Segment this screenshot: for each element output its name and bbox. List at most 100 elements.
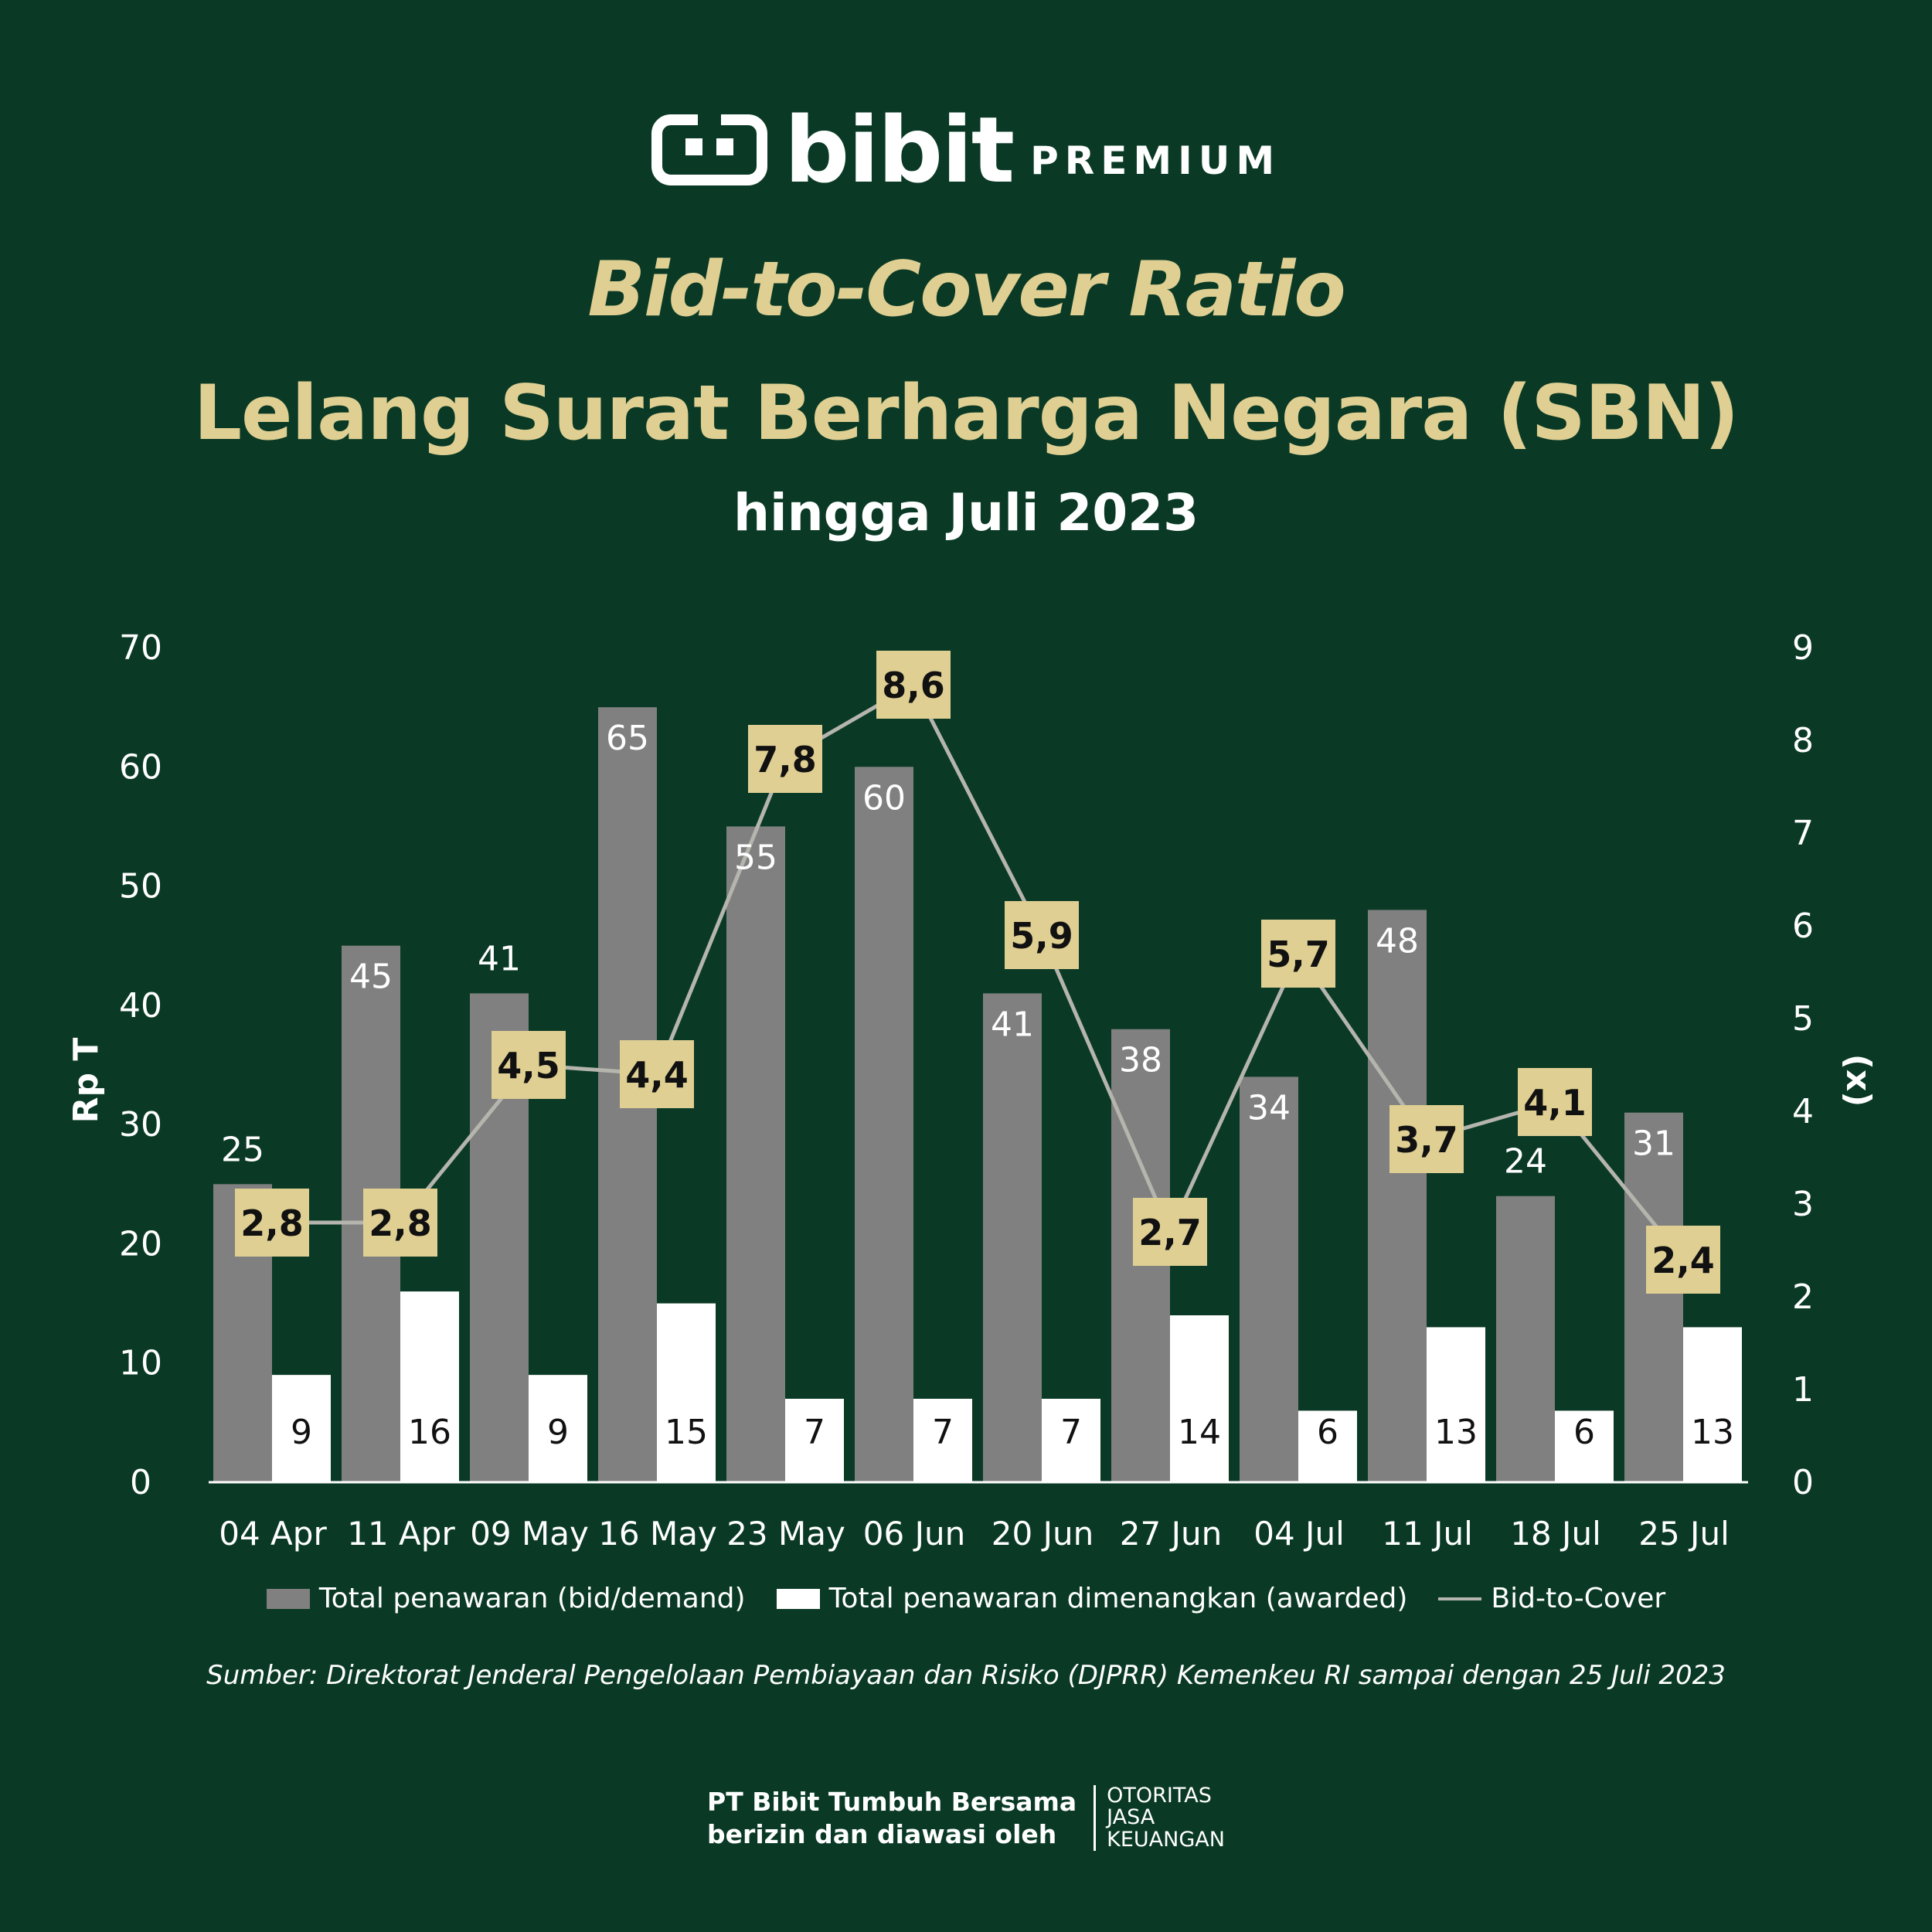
data-label-bid: 24 <box>1504 1142 1547 1182</box>
y-tick-label: 10 <box>119 1344 162 1383</box>
ratio-label-box <box>1646 1226 1720 1294</box>
footer-regulator-line2: JASA <box>1107 1805 1155 1830</box>
data-label-awarded: 6 <box>1317 1413 1338 1452</box>
bar-awarded <box>1298 1410 1357 1482</box>
data-label-awarded: 16 <box>408 1413 451 1452</box>
x-tick-label: 04 Jul <box>1253 1515 1344 1553</box>
data-label-awarded: 9 <box>291 1413 312 1452</box>
x-tick-label: 04 Apr <box>219 1515 327 1553</box>
ratio-label-box <box>876 651 951 719</box>
data-label-bid: 38 <box>1119 1041 1162 1080</box>
y-axis-label: Rp T <box>66 1038 106 1124</box>
y2-tick-label: 5 <box>1792 999 1814 1039</box>
x-tick-label: 11 Jul <box>1382 1515 1472 1553</box>
bar-bid <box>1240 1077 1298 1482</box>
brand-tier: PREMIUM <box>1030 138 1281 183</box>
bar-awarded <box>1555 1410 1614 1482</box>
data-label-bid: 25 <box>221 1130 264 1169</box>
x-tick-label: 11 Apr <box>347 1515 455 1553</box>
x-tick-label: 06 Jun <box>863 1515 965 1553</box>
y2-tick-label: 0 <box>1792 1463 1814 1502</box>
legend-swatch-awarded <box>776 1588 820 1609</box>
ratio-label-box <box>1389 1105 1464 1173</box>
x-tick-label: 20 Jun <box>992 1515 1094 1553</box>
data-label-awarded: 13 <box>1434 1413 1478 1452</box>
x-tick-label: 27 Jun <box>1120 1515 1222 1553</box>
data-label-bid: 31 <box>1632 1124 1675 1164</box>
ratio-label-box <box>1261 920 1335 988</box>
y-tick-label: 30 <box>119 1105 162 1145</box>
ratio-label: 5,9 <box>1010 915 1073 957</box>
ratio-label-box <box>1005 901 1079 969</box>
legend-item-ratio: Bid-to-Cover <box>1438 1583 1665 1614</box>
ratio-label-box <box>1518 1068 1592 1136</box>
y2-tick-label: 3 <box>1792 1185 1814 1224</box>
y2-tick-label: 2 <box>1792 1277 1814 1317</box>
chart-title: Bid-to-Cover Ratio <box>587 246 1345 334</box>
bar-bid <box>1624 1112 1683 1482</box>
chart-legend: Total penawaran (bid/demand) Total penaw… <box>0 1583 1932 1614</box>
y2-tick-label: 8 <box>1792 721 1814 760</box>
ratio-label-box <box>620 1040 694 1108</box>
data-label-bid: 41 <box>478 939 521 978</box>
ratio-label: 4,5 <box>497 1045 560 1087</box>
ratio-label: 2,4 <box>1651 1240 1715 1281</box>
ratio-label-box <box>235 1189 309 1257</box>
ratio-label: 2,8 <box>240 1202 304 1244</box>
ratio-label: 8,6 <box>882 665 945 706</box>
bar-bid <box>983 993 1042 1482</box>
y2-tick-label: 9 <box>1792 628 1814 668</box>
chart-subtitle: hingga Juli 2023 <box>733 483 1199 543</box>
footer-regulator-line3: KEUANGAN <box>1107 1827 1225 1852</box>
y2-tick-label: 6 <box>1792 906 1814 946</box>
legend-swatch-ratio <box>1438 1597 1482 1600</box>
bar-awarded <box>272 1375 331 1482</box>
data-label-bid: 34 <box>1247 1088 1291 1128</box>
data-label-awarded: 6 <box>1573 1413 1595 1452</box>
brand-header: bibit PREMIUM <box>0 104 1932 196</box>
chart-title-line2: Lelang Surat Berharga Negara (SBN) <box>193 369 1740 457</box>
bar-awarded <box>785 1399 844 1482</box>
bar-bid <box>855 767 913 1482</box>
x-tick-label: 23 May <box>726 1515 845 1553</box>
ratio-label-box <box>748 725 822 793</box>
bar-bid <box>1496 1196 1555 1482</box>
y-tick-label: 70 <box>119 628 162 668</box>
footer-regulator: OTORITAS JASA KEUANGAN <box>1094 1784 1225 1852</box>
bar-awarded <box>913 1399 972 1482</box>
legend-item-bid: Total penawaran (bid/demand) <box>266 1583 746 1614</box>
bar-bid <box>1368 910 1427 1482</box>
data-label-bid: 48 <box>1376 921 1419 961</box>
y2-tick-label: 1 <box>1792 1370 1814 1410</box>
source-note: Sumber: Direktorat Jenderal Pengelolaan … <box>206 1660 1726 1691</box>
y2-tick-label: 7 <box>1792 814 1814 853</box>
ratio-label: 7,8 <box>753 739 817 781</box>
data-label-bid: 65 <box>606 719 649 758</box>
y-tick-label: 40 <box>119 986 162 1026</box>
bar-awarded <box>529 1375 587 1482</box>
legend-item-awarded: Total penawaran dimenangkan (awarded) <box>776 1583 1407 1614</box>
footer-company: PT Bibit Tumbuh Bersama berizin dan diaw… <box>707 1786 1094 1850</box>
y2-tick-label: 4 <box>1792 1092 1814 1131</box>
footer-company-license: berizin dan diawasi oleh <box>707 1818 1057 1849</box>
bar-awarded <box>1427 1327 1485 1482</box>
legend-swatch-bid <box>266 1588 310 1609</box>
data-label-bid: 41 <box>991 1005 1034 1044</box>
x-tick-label: 09 May <box>470 1515 589 1553</box>
x-tick-label: 25 Jul <box>1638 1515 1729 1553</box>
data-label-awarded: 15 <box>665 1413 708 1452</box>
brand-name: bibit <box>784 97 1015 203</box>
ratio-label: 5,7 <box>1267 934 1330 975</box>
ratio-label-box <box>363 1189 437 1257</box>
footer-company-name: PT Bibit Tumbuh Bersama <box>707 1787 1077 1818</box>
y-tick-label: 0 <box>130 1463 151 1502</box>
footer: PT Bibit Tumbuh Bersama berizin dan diaw… <box>0 1784 1932 1852</box>
data-label-awarded: 7 <box>1060 1413 1082 1452</box>
data-label-awarded: 13 <box>1691 1413 1734 1452</box>
data-label-bid: 45 <box>349 957 393 997</box>
ratio-label: 4,4 <box>625 1054 689 1096</box>
ratio-label-box <box>1133 1198 1207 1266</box>
ratio-label: 3,7 <box>1395 1119 1458 1161</box>
